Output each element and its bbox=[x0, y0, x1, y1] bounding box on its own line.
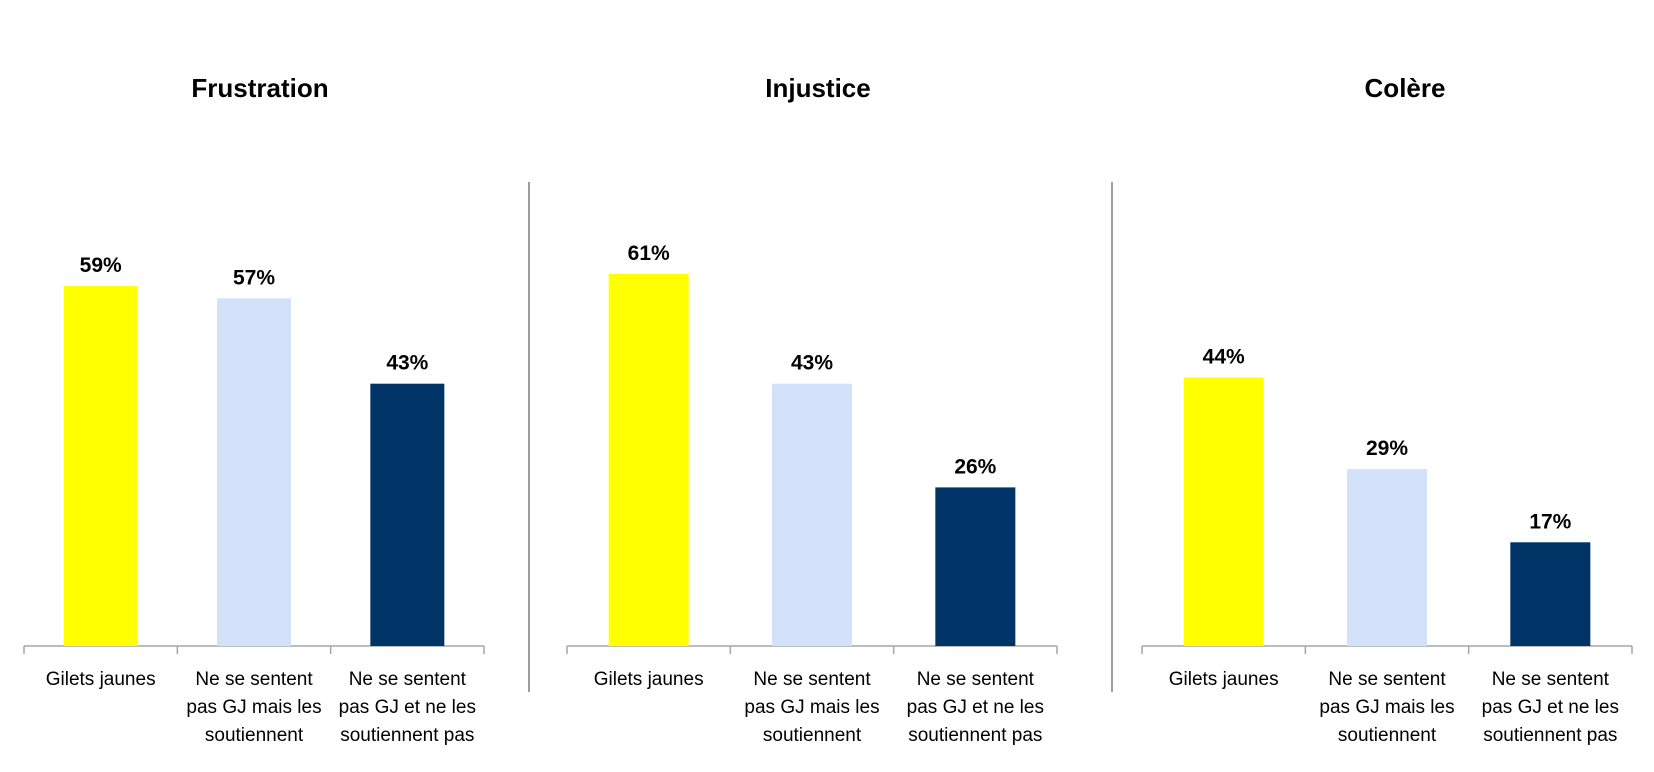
data-label-injustice-soutiennent: 43% bbox=[791, 352, 833, 375]
bar-frustration-soutiennent bbox=[217, 298, 291, 646]
data-label-colere-gilets-jaunes: 44% bbox=[1203, 346, 1245, 369]
tick-label-colere-soutiennent-pas: Ne se sentent bbox=[1492, 669, 1610, 690]
tick-label-colere-soutiennent: Ne se sentent bbox=[1328, 669, 1446, 690]
bar-frustration-soutiennent-pas bbox=[370, 383, 445, 646]
bar-injustice-soutiennent bbox=[772, 383, 852, 646]
data-label-injustice-soutiennent-pas: 26% bbox=[954, 455, 996, 478]
chart-title-colere: Colère bbox=[1365, 73, 1446, 103]
tick-label-injustice-soutiennent: pas GJ mais les bbox=[744, 697, 879, 718]
bar-colere-soutiennent bbox=[1347, 469, 1427, 646]
data-label-colere-soutiennent: 29% bbox=[1366, 437, 1408, 460]
chart-title-injustice: Injustice bbox=[765, 73, 870, 103]
data-label-frustration-soutiennent-pas: 43% bbox=[386, 352, 428, 375]
data-label-injustice-gilets-jaunes: 61% bbox=[628, 242, 670, 265]
chart-title-frustration: Frustration bbox=[191, 73, 328, 103]
bar-colere-gilets-jaunes bbox=[1183, 377, 1264, 646]
tick-label-frustration-soutiennent-pas: Ne se sentent bbox=[349, 669, 467, 690]
tick-label-injustice-soutiennent-pas: Ne se sentent bbox=[917, 669, 1035, 690]
bar-colere-soutiennent-pas bbox=[1510, 542, 1591, 646]
tick-label-colere-soutiennent-pas: pas GJ et ne les bbox=[1482, 697, 1619, 718]
tick-label-injustice-soutiennent: Ne se sentent bbox=[753, 669, 871, 690]
tick-label-frustration-soutiennent: pas GJ mais les bbox=[186, 697, 321, 718]
tick-label-colere-gilets-jaunes: Gilets jaunes bbox=[1169, 669, 1279, 690]
tick-label-frustration-soutiennent-pas: soutiennent pas bbox=[340, 725, 474, 746]
data-label-frustration-soutiennent: 57% bbox=[233, 266, 275, 289]
bar-frustration-gilets-jaunes bbox=[63, 286, 138, 646]
tick-label-frustration-soutiennent: soutiennent bbox=[205, 725, 304, 746]
bar-injustice-gilets-jaunes bbox=[608, 273, 689, 646]
data-label-frustration-gilets-jaunes: 59% bbox=[80, 254, 122, 277]
data-label-colere-soutiennent-pas: 17% bbox=[1529, 510, 1571, 533]
tick-label-injustice-gilets-jaunes: Gilets jaunes bbox=[594, 669, 704, 690]
tick-label-frustration-gilets-jaunes: Gilets jaunes bbox=[46, 669, 156, 690]
tick-label-colere-soutiennent: soutiennent bbox=[1338, 725, 1437, 746]
tick-label-colere-soutiennent-pas: soutiennent pas bbox=[1483, 725, 1617, 746]
tick-label-frustration-soutiennent: Ne se sentent bbox=[195, 669, 313, 690]
tick-label-injustice-soutiennent: soutiennent bbox=[763, 725, 862, 746]
tick-label-colere-soutiennent: pas GJ mais les bbox=[1319, 697, 1454, 718]
tick-label-injustice-soutiennent-pas: pas GJ et ne les bbox=[907, 697, 1044, 718]
tick-label-frustration-soutiennent-pas: pas GJ et ne les bbox=[339, 697, 476, 718]
tick-label-injustice-soutiennent-pas: soutiennent pas bbox=[908, 725, 1042, 746]
bar-injustice-soutiennent-pas bbox=[935, 487, 1016, 646]
